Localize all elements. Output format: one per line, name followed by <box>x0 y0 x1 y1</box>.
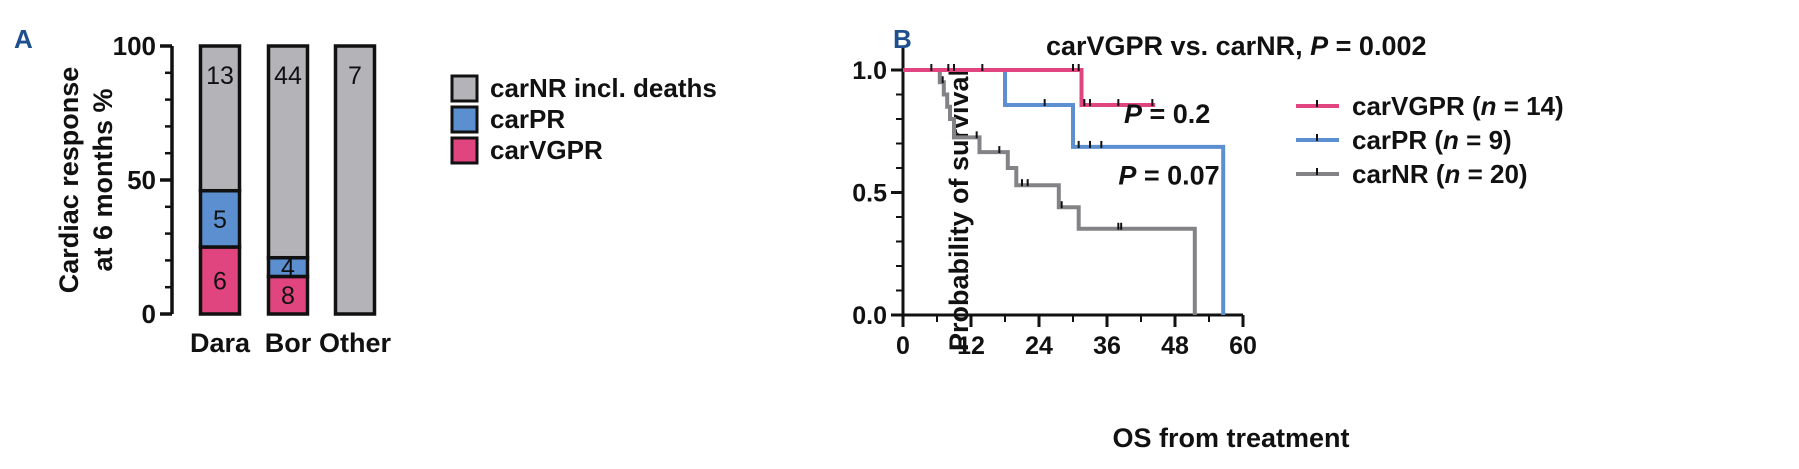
b-y-tick-label: 0.0 <box>852 302 887 330</box>
b-legend-prefix: carPR ( <box>1352 125 1443 155</box>
a-x-tick-label: Other <box>319 328 392 358</box>
b-title-p: P <box>1310 31 1329 61</box>
a-bar-data-label: 5 <box>213 206 227 234</box>
a-bar-segment-carNR <box>198 44 242 193</box>
b-legend-label: carNR (n = 20) <box>1352 159 1528 189</box>
a-legend-swatch <box>450 105 479 134</box>
b-legend-prefix: carNR ( <box>1352 159 1445 189</box>
a-y-axis: 0 50 100 <box>113 31 174 329</box>
b-p-annotation-p: P <box>1124 99 1143 129</box>
b-axes: 0.0 0.5 1.0 0 12 24 36 48 60 <box>852 48 1257 360</box>
b-y-tick-label: 0.5 <box>852 180 887 208</box>
a-ylabel-line1: Cardiac response <box>54 67 84 294</box>
b-x-tick-label: 24 <box>1025 332 1053 360</box>
b-x-tick-label: 48 <box>1161 332 1189 360</box>
b-p-annotation-p: P <box>1118 160 1137 190</box>
a-legend-label: carVGPR <box>490 135 603 165</box>
a-bar-data-label: 6 <box>213 268 227 296</box>
b-legend-n: n <box>1444 159 1460 189</box>
a-bar-segment-carNR <box>266 44 310 260</box>
b-p-annotation-value: = 0.07 <box>1136 160 1219 190</box>
b-p-annotation: P = 0.2 <box>1124 99 1210 129</box>
stacked-bar-chart: Cardiac response at 6 months % 0 50 100 6 5… <box>54 31 717 358</box>
a-bar-data-label: 7 <box>348 62 362 90</box>
b-legend: carVGPR (n = 14)carPR (n = 9)carNR (n = … <box>1296 91 1564 189</box>
a-bar-segment-carNR <box>333 44 377 316</box>
a-y-tick-label: 50 <box>127 165 156 195</box>
b-x-tick-label: 60 <box>1229 332 1257 360</box>
b-p-annotation-value: = 0.2 <box>1142 99 1210 129</box>
b-curve-carNR <box>903 68 1197 315</box>
b-legend-prefix: carVGPR ( <box>1352 91 1481 121</box>
b-xlabel: OS from treatment <box>1112 423 1349 453</box>
panel-a-label: A <box>14 24 33 54</box>
a-x-tick-label: Dara <box>190 328 251 358</box>
a-x-ticks: Dara Bor Other <box>190 328 392 358</box>
kaplan-meier-chart: carVGPR vs. carNR, P = 0.002 Probability… <box>852 31 1563 453</box>
b-title-prefix: carVGPR vs. carNR, <box>1046 31 1310 61</box>
b-annotations: P = 0.2P = 0.07 <box>1118 99 1219 190</box>
b-x-tick-label: 36 <box>1093 332 1121 360</box>
a-legend-swatch <box>450 74 479 103</box>
a-bar-data-label: 44 <box>274 62 302 90</box>
panel-b-label: B <box>893 24 912 54</box>
b-p-annotation: P = 0.07 <box>1118 160 1219 190</box>
b-legend-n-text: = 20) <box>1460 159 1527 189</box>
b-x-tick-label: 0 <box>896 332 910 360</box>
b-curves <box>903 64 1226 315</box>
b-y-tick-label: 1.0 <box>852 57 887 85</box>
a-y-tick-label: 100 <box>113 31 156 61</box>
b-legend-n-text: = 14) <box>1497 91 1564 121</box>
b-legend-n-text: = 9) <box>1459 125 1512 155</box>
b-legend-n: n <box>1443 125 1459 155</box>
a-y-tick-label: 0 <box>142 299 156 329</box>
a-legend-label: carPR <box>490 104 565 134</box>
a-legend-swatch <box>450 136 479 165</box>
b-x-tick-label: 12 <box>957 332 985 360</box>
a-x-tick-label: Bor <box>265 328 312 358</box>
a-ylabel-line2: at 6 months % <box>88 88 118 271</box>
b-legend-n: n <box>1481 91 1497 121</box>
b-title-value: = 0.002 <box>1328 31 1426 61</box>
b-legend-label: carPR (n = 9) <box>1352 125 1512 155</box>
b-title: carVGPR vs. carNR, P = 0.002 <box>1046 31 1427 61</box>
a-legend-label: carNR incl. deaths <box>490 73 717 103</box>
b-legend-label: carVGPR (n = 14) <box>1352 91 1564 121</box>
a-bar-data-label: 13 <box>206 62 234 90</box>
a-bar-data-label: 8 <box>281 282 295 310</box>
a-bar-data-label: 4 <box>281 254 295 282</box>
